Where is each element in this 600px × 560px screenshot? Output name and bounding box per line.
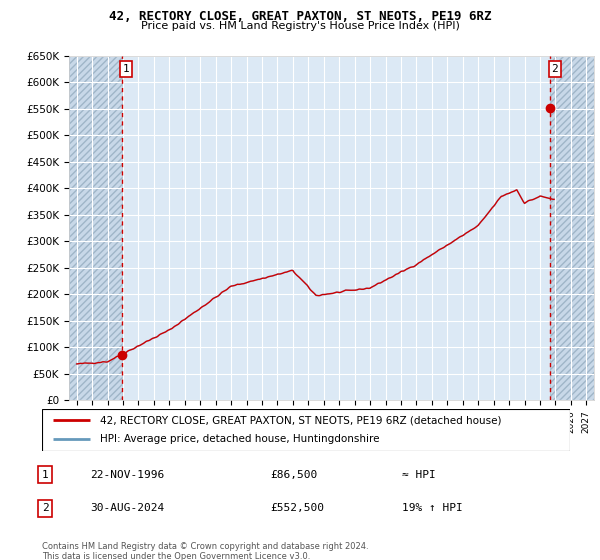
- Text: 42, RECTORY CLOSE, GREAT PAXTON, ST NEOTS, PE19 6RZ (detached house): 42, RECTORY CLOSE, GREAT PAXTON, ST NEOT…: [100, 415, 502, 425]
- Bar: [550, 56, 594, 400]
- Text: 2: 2: [41, 503, 49, 513]
- Text: 22-NOV-1996: 22-NOV-1996: [90, 470, 164, 479]
- Bar: [69, 56, 122, 400]
- Bar: [69, 56, 122, 400]
- Text: Price paid vs. HM Land Registry's House Price Index (HPI): Price paid vs. HM Land Registry's House …: [140, 21, 460, 31]
- Text: 19% ↑ HPI: 19% ↑ HPI: [402, 503, 463, 513]
- Text: £552,500: £552,500: [270, 503, 324, 513]
- Text: 1: 1: [123, 64, 130, 74]
- Text: 2: 2: [551, 64, 559, 74]
- Text: Contains HM Land Registry data © Crown copyright and database right 2024.
This d: Contains HM Land Registry data © Crown c…: [42, 542, 368, 560]
- Text: HPI: Average price, detached house, Huntingdonshire: HPI: Average price, detached house, Hunt…: [100, 435, 380, 445]
- Bar: [550, 56, 594, 400]
- Text: 30-AUG-2024: 30-AUG-2024: [90, 503, 164, 513]
- Text: 42, RECTORY CLOSE, GREAT PAXTON, ST NEOTS, PE19 6RZ: 42, RECTORY CLOSE, GREAT PAXTON, ST NEOT…: [109, 10, 491, 23]
- Text: £86,500: £86,500: [270, 470, 317, 479]
- Text: ≈ HPI: ≈ HPI: [402, 470, 436, 479]
- Text: 1: 1: [41, 470, 49, 479]
